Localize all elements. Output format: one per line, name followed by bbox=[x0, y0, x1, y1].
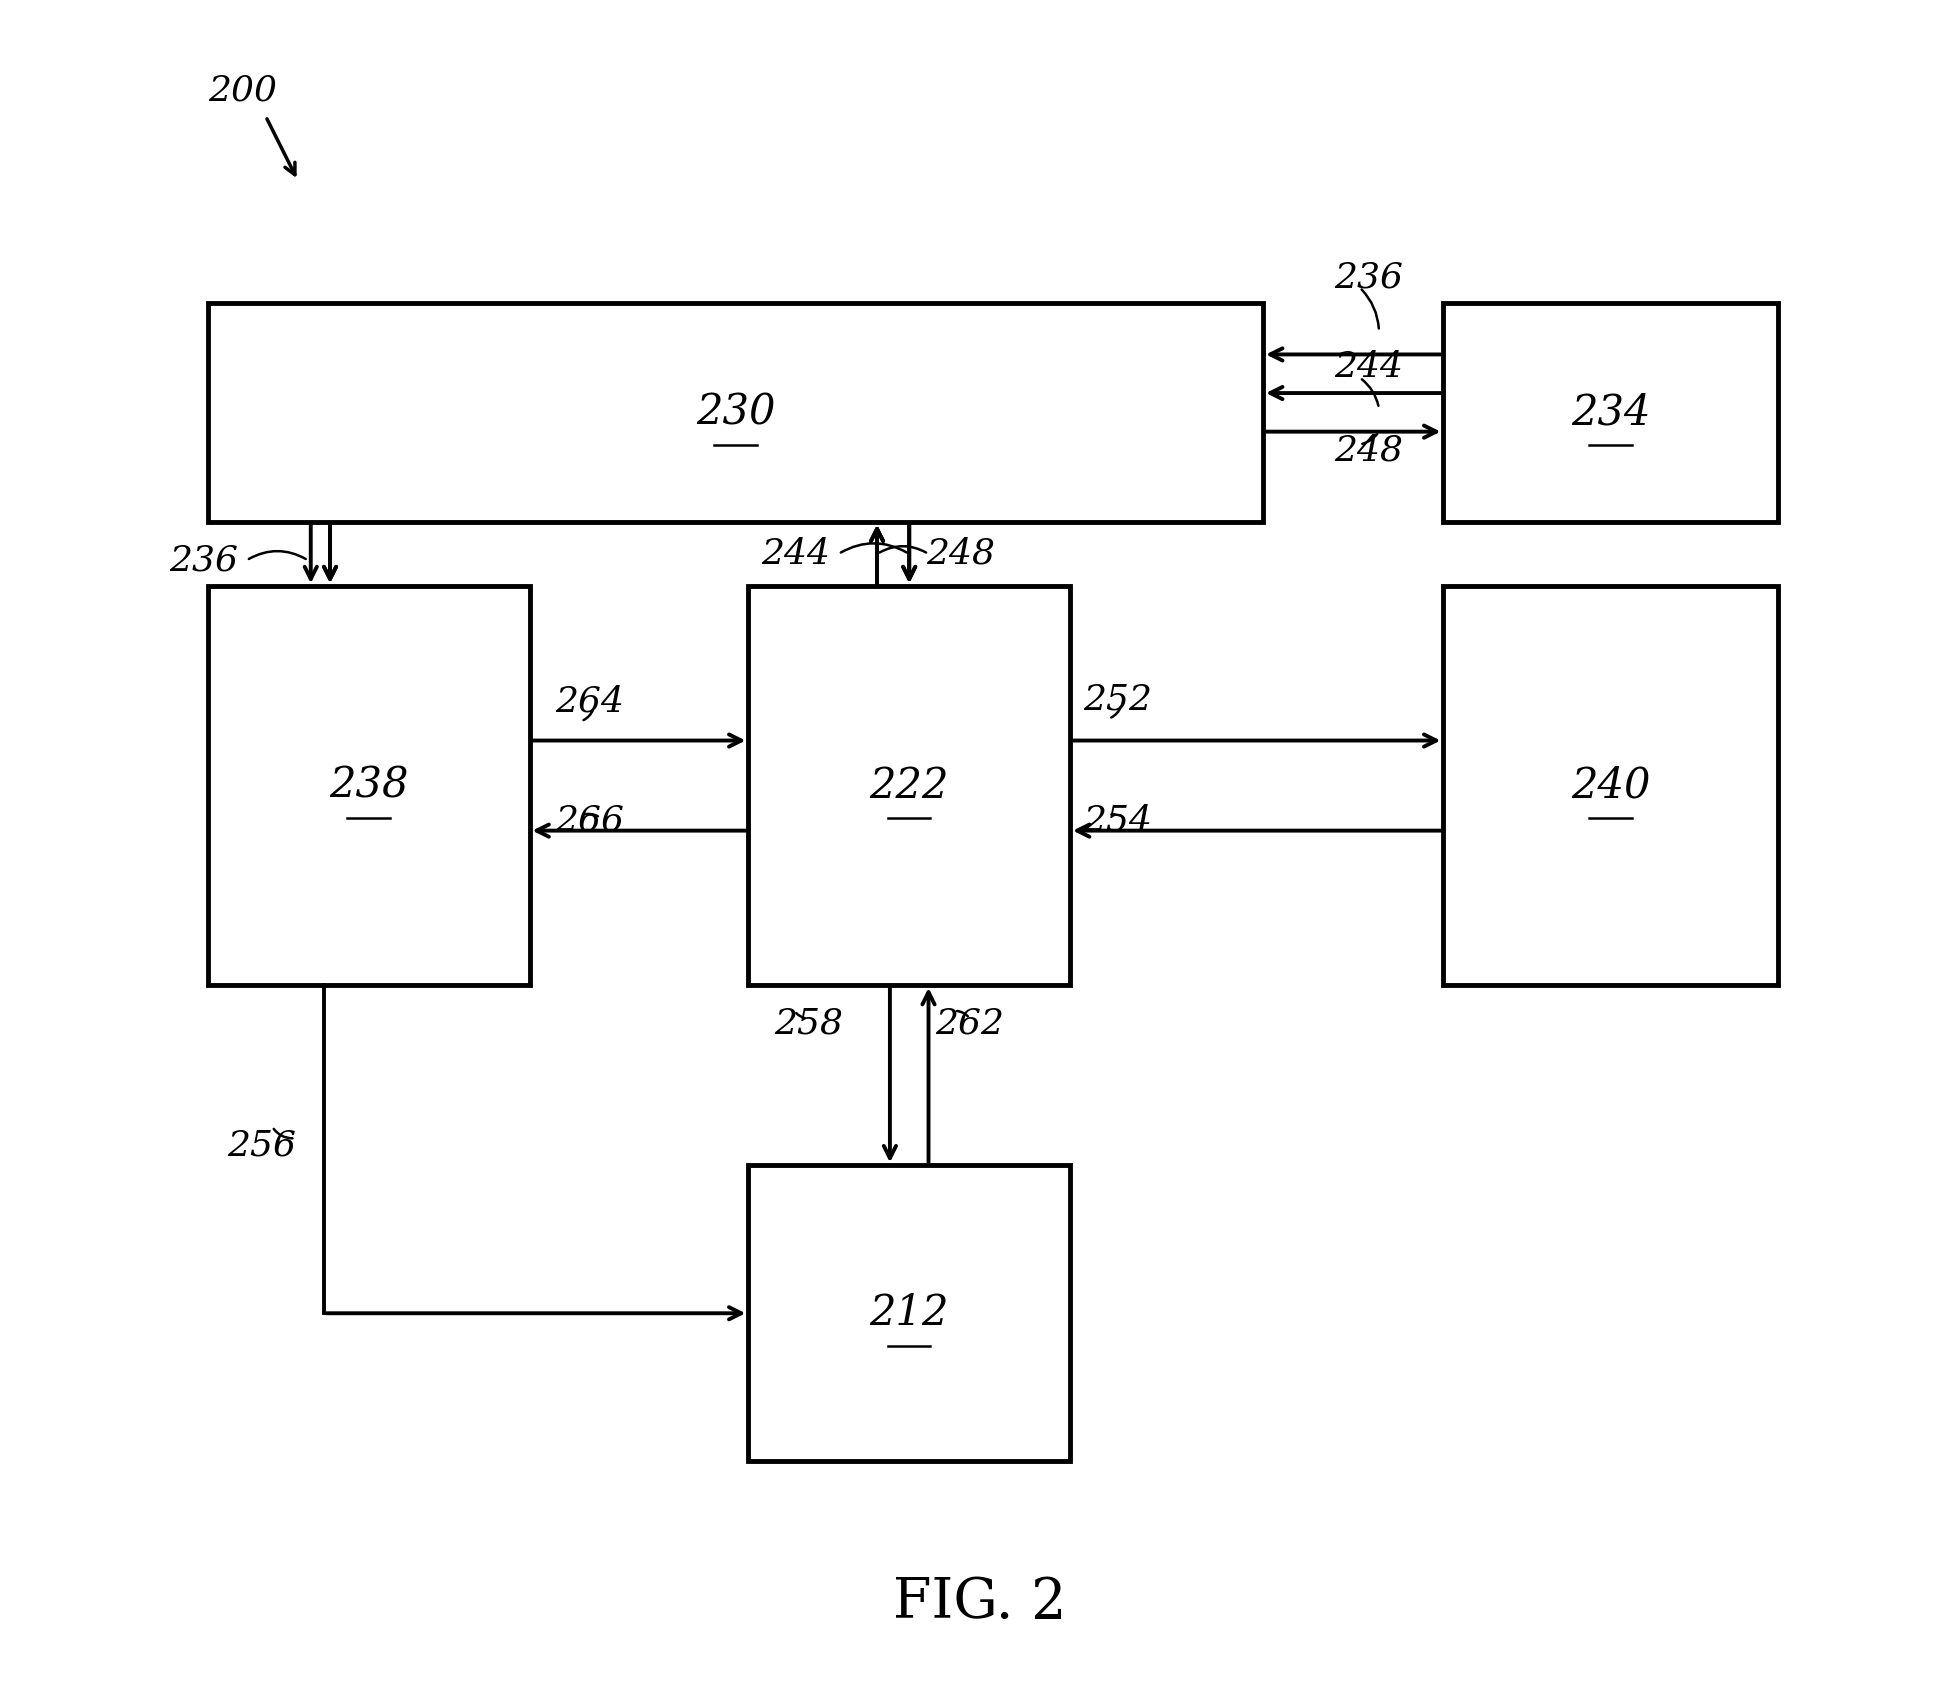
Text: 212: 212 bbox=[870, 1292, 949, 1334]
Text: 230: 230 bbox=[696, 391, 776, 434]
Bar bbox=[208, 304, 1262, 521]
Text: 236: 236 bbox=[169, 543, 239, 577]
Bar bbox=[749, 585, 1070, 985]
Text: 248: 248 bbox=[925, 536, 996, 570]
Text: 254: 254 bbox=[1084, 803, 1152, 837]
Text: 236: 236 bbox=[1335, 260, 1403, 294]
Text: 248: 248 bbox=[1335, 434, 1403, 467]
Text: 244: 244 bbox=[760, 536, 831, 570]
Bar bbox=[208, 585, 529, 985]
Text: 238: 238 bbox=[329, 764, 408, 806]
Text: 244: 244 bbox=[1335, 351, 1403, 385]
Text: 264: 264 bbox=[555, 685, 625, 719]
Text: 200: 200 bbox=[208, 74, 276, 108]
Text: FIG. 2: FIG. 2 bbox=[894, 1576, 1066, 1630]
Text: 252: 252 bbox=[1084, 682, 1152, 717]
Bar bbox=[1443, 585, 1778, 985]
Text: 266: 266 bbox=[555, 803, 625, 837]
Text: 258: 258 bbox=[774, 1007, 843, 1041]
Text: 262: 262 bbox=[935, 1007, 1004, 1041]
Bar bbox=[749, 1166, 1070, 1461]
Text: 256: 256 bbox=[227, 1129, 296, 1162]
Text: 222: 222 bbox=[870, 764, 949, 806]
Bar bbox=[1443, 304, 1778, 521]
Text: 240: 240 bbox=[1570, 764, 1650, 806]
Text: 234: 234 bbox=[1570, 391, 1650, 434]
